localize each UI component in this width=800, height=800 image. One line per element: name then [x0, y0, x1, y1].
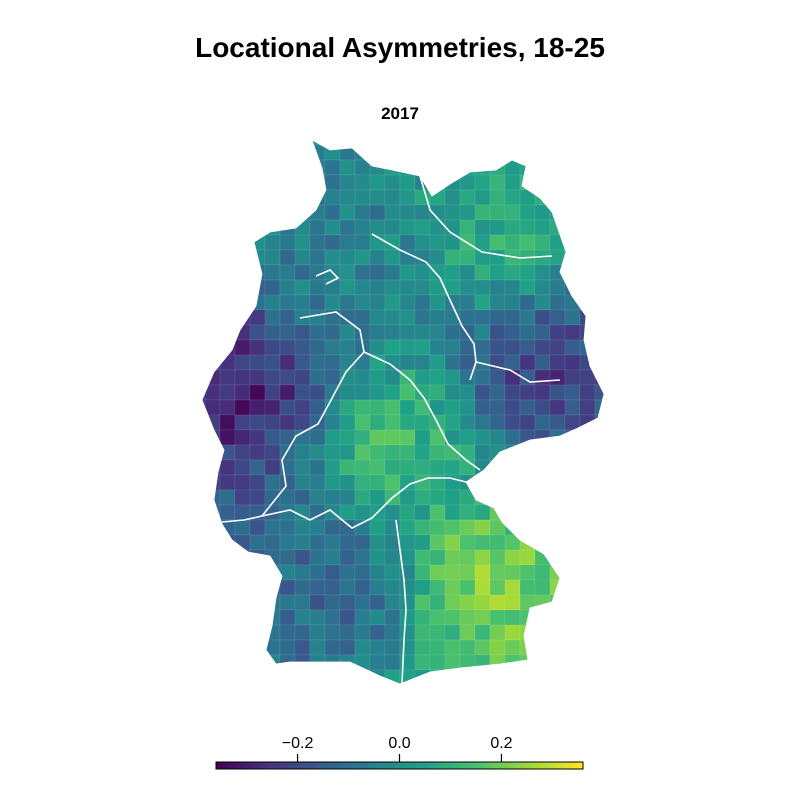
state-border-line [261, 477, 467, 529]
state-border-line [395, 519, 407, 684]
state-border-line [371, 233, 477, 381]
colorbar-tick-label: −0.2 [282, 735, 314, 752]
state-borders [221, 175, 561, 684]
colorbar [215, 761, 584, 770]
state-border-line [261, 311, 365, 517]
colorbar-tick-label: 0.2 [490, 735, 512, 752]
map-title: Locational Asymmetries, 18-25 [195, 32, 605, 63]
state-border-line [475, 361, 561, 383]
colorbar-tick-label: 0.0 [388, 735, 410, 752]
map-subtitle: 2017 [381, 104, 419, 123]
state-border-line [363, 351, 481, 471]
state-border-line [315, 269, 340, 285]
state-border-line [221, 515, 263, 523]
state-border-line [419, 175, 553, 259]
